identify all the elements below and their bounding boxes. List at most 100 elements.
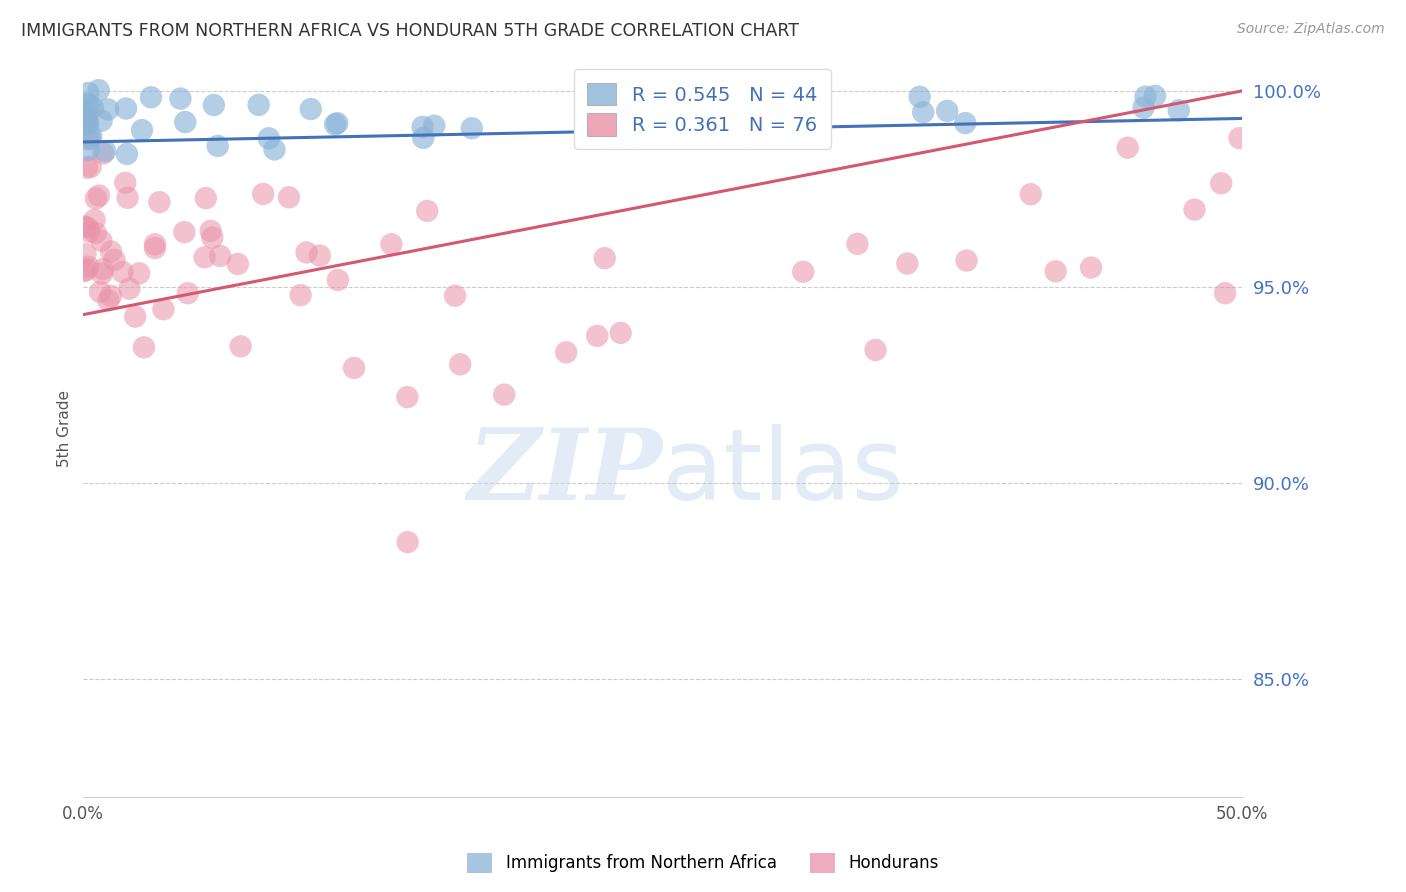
Y-axis label: 5th Grade: 5th Grade [58, 390, 72, 467]
Point [586, 329, 609, 343]
Point [76, 114, 98, 128]
Point [73, 219, 96, 234]
Point [278, 190, 301, 204]
Point [309, 248, 332, 262]
Point [936, 103, 959, 118]
Point [194, 250, 217, 264]
Point [87, 188, 110, 202]
Point [247, 98, 270, 112]
Point [100, 289, 122, 303]
Point [90, 113, 112, 128]
Point [326, 273, 349, 287]
Point [846, 236, 869, 251]
Point [91, 267, 114, 281]
Point [1116, 141, 1139, 155]
Point [295, 245, 318, 260]
Point [118, 282, 141, 296]
Point [1167, 103, 1189, 118]
Point [416, 203, 439, 218]
Point [209, 249, 232, 263]
Point [207, 139, 229, 153]
Point [79, 160, 101, 174]
Point [148, 195, 170, 210]
Point [202, 98, 225, 112]
Point [323, 117, 346, 131]
Point [200, 224, 222, 238]
Point [955, 253, 977, 268]
Point [89, 285, 111, 299]
Point [73, 114, 96, 128]
Point [343, 361, 366, 376]
Point [908, 89, 931, 103]
Point [84, 191, 107, 205]
Point [1045, 264, 1067, 278]
Point [396, 390, 419, 404]
Point [77, 86, 100, 100]
Point [77, 117, 100, 131]
Point [76, 132, 98, 146]
Point [896, 256, 918, 270]
Point [912, 105, 935, 120]
Point [77, 260, 100, 274]
Point [229, 339, 252, 353]
Point [226, 257, 249, 271]
Point [91, 262, 114, 277]
Legend: Immigrants from Northern Africa, Hondurans: Immigrants from Northern Africa, Hondura… [461, 847, 945, 880]
Point [290, 288, 312, 302]
Point [75, 247, 97, 261]
Point [77, 97, 100, 112]
Text: IMMIGRANTS FROM NORTHERN AFRICA VS HONDURAN 5TH GRADE CORRELATION CHART: IMMIGRANTS FROM NORTHERN AFRICA VS HONDU… [21, 22, 799, 40]
Text: Source: ZipAtlas.com: Source: ZipAtlas.com [1237, 22, 1385, 37]
Point [1080, 260, 1102, 275]
Point [128, 266, 150, 280]
Point [80, 128, 103, 143]
Point [1135, 89, 1157, 103]
Point [79, 131, 101, 145]
Point [201, 230, 224, 244]
Point [609, 326, 631, 340]
Point [257, 131, 280, 145]
Point [444, 289, 467, 303]
Point [865, 343, 887, 357]
Point [449, 357, 471, 371]
Point [1132, 101, 1154, 115]
Point [76, 220, 98, 235]
Point [169, 92, 191, 106]
Point [103, 252, 125, 267]
Point [91, 146, 114, 161]
Point [412, 120, 434, 134]
Point [117, 191, 139, 205]
Point [1184, 202, 1206, 217]
Point [97, 103, 120, 117]
Point [94, 144, 117, 158]
Point [194, 191, 217, 205]
Point [143, 237, 166, 252]
Point [82, 101, 104, 115]
Point [173, 225, 195, 239]
Point [97, 293, 120, 308]
Point [87, 83, 110, 97]
Point [100, 244, 122, 259]
Point [263, 143, 285, 157]
Point [76, 263, 98, 277]
Point [174, 115, 197, 129]
Point [77, 143, 100, 157]
Point [115, 147, 138, 161]
Point [72, 264, 94, 278]
Point [75, 117, 97, 131]
Point [143, 241, 166, 255]
Point [1213, 286, 1236, 301]
Point [412, 131, 434, 145]
Point [1211, 176, 1233, 190]
Point [593, 251, 616, 265]
Point [152, 302, 174, 317]
Point [84, 226, 107, 240]
Point [111, 265, 134, 279]
Point [76, 161, 98, 175]
Point [75, 115, 97, 129]
Point [132, 340, 155, 354]
Point [76, 107, 98, 121]
Point [1019, 187, 1042, 202]
Point [83, 212, 105, 227]
Point [131, 123, 153, 137]
